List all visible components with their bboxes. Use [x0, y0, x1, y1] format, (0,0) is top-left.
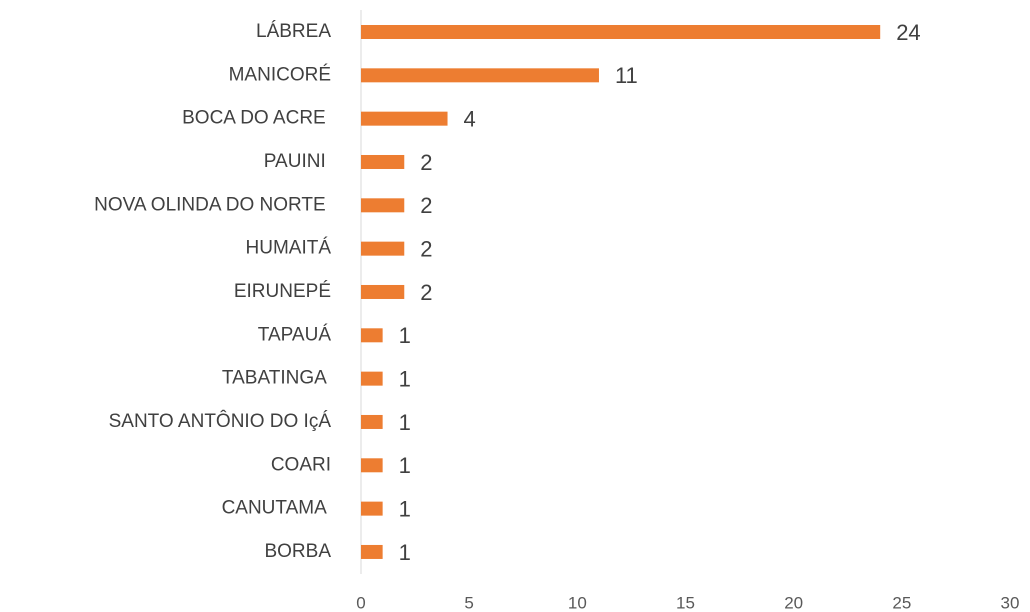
- value-label: 2: [420, 150, 432, 175]
- y-tick-label: BOCA DO ACRE: [182, 108, 331, 129]
- x-tick-label: 15: [676, 593, 695, 612]
- x-tick-label: 0: [356, 593, 365, 612]
- bar: [361, 328, 383, 343]
- value-label: 1: [399, 540, 411, 565]
- x-tick-label: 25: [892, 593, 911, 612]
- y-tick-label: NOVA OLINDA DO NORTE: [94, 194, 331, 215]
- value-label: 1: [399, 323, 411, 348]
- value-label: 24: [896, 20, 920, 45]
- x-tick-label: 20: [784, 593, 803, 612]
- value-label: 2: [420, 280, 432, 305]
- y-tick-label: CANUTAMA: [222, 498, 331, 519]
- x-tick-label: 5: [464, 593, 473, 612]
- y-tick-label: SANTO ANTÔNIO DO IçÁ: [109, 410, 332, 432]
- y-tick-label: MANICORÉ: [229, 64, 331, 85]
- y-tick-label: BORBA: [264, 541, 331, 562]
- bar: [361, 241, 405, 256]
- bar: [361, 414, 383, 429]
- bar: [361, 284, 405, 299]
- value-label: 4: [464, 106, 476, 131]
- y-tick-label: TAPAUÁ: [258, 324, 332, 345]
- y-tick-label: HUMAITÁ: [246, 238, 332, 259]
- bar: [361, 458, 383, 473]
- value-label: 1: [399, 496, 411, 521]
- bar: [361, 371, 383, 386]
- value-label: 1: [399, 410, 411, 435]
- bar: [361, 501, 383, 516]
- value-label: 1: [399, 453, 411, 478]
- value-label: 11: [615, 63, 638, 88]
- x-tick-label: 10: [568, 593, 587, 612]
- value-label: 1: [399, 366, 411, 391]
- y-tick-label: LÁBREA: [256, 21, 331, 42]
- bar: [361, 154, 405, 169]
- bar: [361, 68, 599, 83]
- value-label: 2: [420, 193, 432, 218]
- x-tick-label: 30: [1001, 593, 1020, 612]
- y-tick-label: COARI: [271, 454, 331, 475]
- y-tick-label: EIRUNEPÉ: [234, 281, 331, 302]
- y-tick-label: PAUINI: [264, 151, 331, 172]
- bar: [361, 544, 383, 559]
- y-tick-label: TABATINGA: [222, 368, 331, 389]
- bar: [361, 111, 448, 126]
- bar: [361, 25, 881, 39]
- value-label: 2: [420, 236, 432, 261]
- bar: [361, 198, 405, 213]
